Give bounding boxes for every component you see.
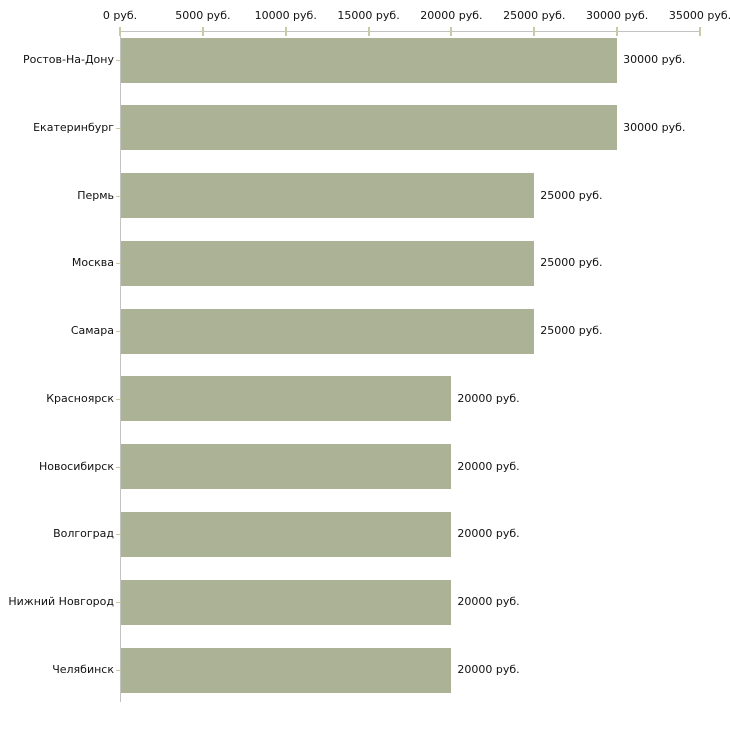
- x-axis-tick-label: 25000 руб.: [503, 9, 566, 22]
- category-label: Ростов-На-Дону: [22, 53, 114, 66]
- x-axis-tick-label: 30000 руб.: [586, 9, 649, 22]
- category-label: Самара: [70, 324, 114, 338]
- bar: [121, 240, 535, 286]
- x-axis-tick: [284, 27, 287, 36]
- x-axis-tick: [201, 27, 204, 36]
- value-label: 25000 руб.: [540, 256, 603, 270]
- y-axis-tick: [116, 602, 124, 604]
- value-label: 20000 руб.: [457, 391, 520, 405]
- value-label: 20000 руб.: [457, 595, 520, 609]
- bar: [121, 579, 452, 625]
- bar: [121, 511, 452, 557]
- x-axis-tick: [367, 27, 370, 36]
- category-label: Новосибирск: [38, 459, 114, 473]
- value-label: 25000 руб.: [540, 324, 603, 338]
- x-axis-tick-label: 15000 руб.: [337, 9, 400, 22]
- y-axis-tick: [116, 466, 124, 468]
- x-axis-tick-label: 0 руб.: [102, 9, 138, 22]
- y-axis-tick: [116, 534, 124, 536]
- value-label: 20000 руб.: [457, 459, 520, 473]
- category-label: Челябинск: [52, 663, 114, 677]
- x-axis-tick-label: 20000 руб.: [420, 9, 483, 22]
- x-axis-tick-label: 10000 руб.: [254, 9, 317, 22]
- bar: [121, 444, 452, 490]
- x-axis-tick: [533, 27, 536, 36]
- value-label: 20000 руб.: [457, 527, 520, 541]
- y-axis-line: [120, 31, 121, 702]
- value-label: 30000 руб.: [623, 53, 686, 66]
- y-axis-tick: [116, 331, 124, 333]
- bar: [121, 376, 452, 422]
- x-axis-tick: [119, 27, 121, 36]
- category-label: Волгоград: [53, 527, 114, 541]
- bar: [121, 105, 618, 151]
- bar: [121, 647, 452, 693]
- x-axis-tick: [616, 27, 619, 36]
- y-axis-tick: [116, 60, 124, 61]
- x-axis-tick-label: 5000 руб.: [175, 9, 231, 22]
- category-label: Красноярск: [46, 391, 114, 405]
- category-label: Нижний Новгород: [8, 595, 114, 609]
- y-axis-tick: [116, 398, 124, 400]
- x-axis-tick: [450, 27, 453, 36]
- y-axis-tick: [116, 263, 124, 265]
- bar: [121, 308, 535, 354]
- value-label: 25000 руб.: [540, 188, 603, 202]
- bar: [121, 173, 535, 219]
- x-axis-tick-label: 35000 руб.: [668, 9, 730, 22]
- value-label: 30000 руб.: [623, 120, 686, 134]
- x-axis-tick: [699, 27, 701, 36]
- category-label: Пермь: [77, 188, 114, 202]
- y-axis-tick: [116, 670, 124, 672]
- category-label: Екатеринбург: [33, 120, 114, 134]
- bar: [121, 37, 618, 83]
- y-axis-tick: [116, 195, 124, 197]
- category-label: Москва: [71, 256, 114, 270]
- y-axis-tick: [116, 127, 124, 129]
- value-label: 20000 руб.: [457, 663, 520, 677]
- x-axis-line: [120, 31, 700, 32]
